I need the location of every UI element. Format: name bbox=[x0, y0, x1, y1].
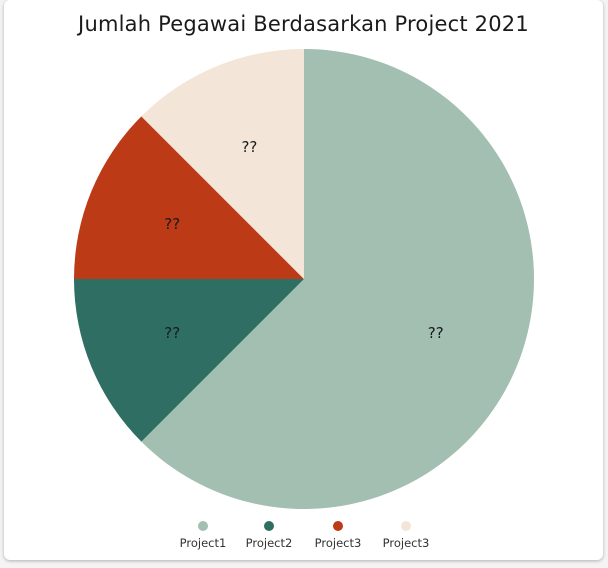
pie-slice-4[interactable] bbox=[141, 48, 304, 279]
legend-item-1[interactable]: Project1 bbox=[180, 521, 227, 550]
legend-item-2[interactable]: Project2 bbox=[246, 521, 293, 550]
legend-marker-2 bbox=[264, 521, 274, 531]
pie-slice-2[interactable] bbox=[74, 279, 304, 442]
legend-item-3[interactable]: Project3 bbox=[315, 521, 362, 550]
pie-slice-1[interactable] bbox=[141, 49, 535, 509]
legend-item-4[interactable]: Project3 bbox=[383, 521, 430, 550]
legend-label-3: Project3 bbox=[315, 536, 362, 550]
pie-slice-3[interactable] bbox=[74, 116, 304, 279]
chart-title: Jumlah Pegawai Berdasarkan Project 2021 bbox=[78, 12, 529, 36]
legend-label-1: Project1 bbox=[180, 536, 227, 550]
chart-card: Jumlah Pegawai Berdasarkan Project 2021 … bbox=[4, 0, 603, 560]
legend-marker-1 bbox=[198, 521, 208, 531]
slice-data-label-3: ?? bbox=[164, 215, 180, 233]
pie-chart: ???????? Project1 Project2 Project3 Project… bbox=[74, 48, 535, 550]
legend-label-4: Project3 bbox=[383, 536, 430, 550]
legend-marker-4 bbox=[401, 521, 411, 531]
legend-label-2: Project2 bbox=[246, 536, 293, 550]
slice-data-label-1: ?? bbox=[428, 324, 444, 342]
legend-marker-3 bbox=[333, 521, 343, 531]
slice-data-label-4: ?? bbox=[241, 138, 257, 156]
slice-data-label-2: ?? bbox=[164, 324, 180, 342]
